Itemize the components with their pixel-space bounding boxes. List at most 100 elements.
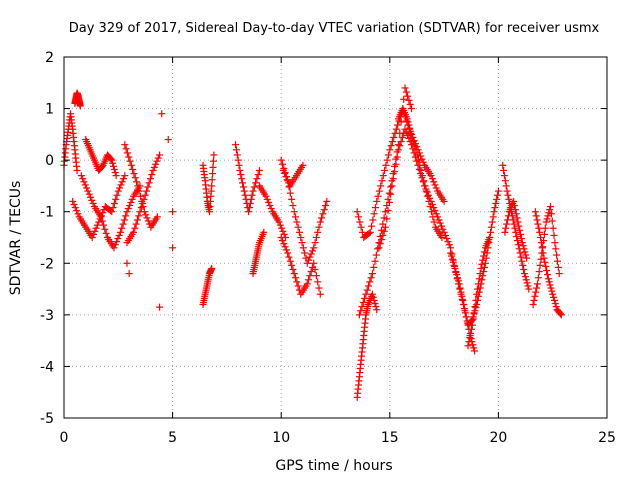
- data-point: [378, 177, 386, 185]
- data-point: [523, 279, 531, 287]
- data-point: [445, 241, 453, 249]
- data-point: [525, 285, 533, 293]
- data-point: [372, 303, 380, 311]
- data-point: [458, 292, 466, 300]
- data-point: [356, 218, 364, 226]
- data-point: [503, 220, 511, 228]
- data-point: [424, 191, 432, 199]
- data-point: [415, 149, 423, 157]
- data-point: [152, 160, 160, 168]
- data-point: [320, 206, 328, 214]
- data-point: [308, 247, 316, 255]
- data-point: [358, 303, 366, 311]
- data-point: [239, 183, 247, 191]
- data-point: [519, 242, 527, 250]
- data-point: [74, 210, 82, 218]
- data-point: [110, 162, 118, 170]
- data-point: [294, 282, 302, 290]
- data-point: [388, 138, 396, 146]
- data-point: [361, 294, 369, 302]
- data-point: [122, 145, 130, 153]
- data-point: [232, 141, 240, 149]
- data-point: [491, 204, 499, 212]
- data-point: [418, 174, 426, 182]
- data-point: [511, 206, 519, 214]
- data-point: [462, 313, 470, 321]
- data-point: [210, 151, 218, 159]
- data-point: [529, 301, 537, 309]
- data-point: [209, 163, 217, 171]
- data-point: [277, 234, 285, 241]
- y-tick-label: -5: [40, 411, 54, 427]
- data-point: [266, 202, 274, 210]
- data-point: [419, 158, 427, 166]
- data-point: [237, 171, 245, 179]
- data-point: [512, 210, 520, 218]
- data-point: [127, 198, 135, 206]
- data-point: [549, 290, 557, 298]
- data-point: [120, 175, 128, 183]
- data-point: [373, 306, 381, 314]
- data-point: [547, 284, 555, 292]
- data-point: [279, 160, 287, 168]
- data-point: [408, 105, 416, 113]
- data-point: [371, 300, 379, 308]
- axis-ticks: [63, 56, 608, 419]
- data-point: [110, 199, 118, 207]
- data-point: [411, 153, 419, 161]
- data-point: [365, 229, 373, 237]
- data-point: [409, 145, 417, 153]
- data-point: [143, 214, 151, 222]
- data-point: [392, 125, 400, 133]
- data-point: [85, 190, 93, 198]
- data-point: [374, 192, 382, 200]
- data-point: [276, 221, 284, 229]
- data-point: [83, 184, 91, 192]
- data-point: [387, 183, 395, 191]
- data-point: [461, 309, 469, 317]
- data-point: [439, 225, 447, 233]
- data-point: [279, 237, 287, 245]
- data-point: [402, 88, 410, 96]
- data-point: [357, 307, 365, 315]
- data-point: [250, 183, 258, 191]
- data-point: [524, 282, 532, 290]
- data-point: [504, 216, 512, 224]
- data-point: [474, 285, 482, 293]
- data-point: [89, 199, 97, 207]
- data-point: [279, 227, 287, 235]
- data-point: [383, 215, 391, 223]
- data-point: [423, 188, 431, 196]
- data-point: [156, 303, 164, 311]
- data-point: [551, 300, 559, 308]
- data-point: [238, 175, 246, 183]
- data-point: [402, 128, 410, 136]
- data-point: [533, 284, 541, 292]
- data-point: [543, 271, 551, 279]
- data-point: [440, 228, 448, 236]
- data-point: [232, 146, 240, 154]
- data-point: [137, 204, 145, 212]
- data-point: [553, 251, 561, 259]
- data-point: [531, 208, 539, 216]
- y-tick-label: -1: [40, 205, 54, 221]
- data-point: [543, 215, 551, 223]
- data-point: [405, 134, 413, 142]
- data-point: [452, 268, 460, 276]
- data-point: [383, 156, 391, 164]
- data-point: [143, 187, 151, 195]
- data-point: [430, 178, 438, 186]
- data-point: [130, 170, 138, 178]
- data-point: [141, 191, 149, 199]
- data-point: [408, 141, 416, 149]
- data-point: [521, 273, 529, 281]
- data-point: [306, 272, 314, 280]
- data-point: [400, 95, 408, 103]
- data-point: [386, 146, 394, 154]
- data-point: [294, 223, 302, 231]
- data-point: [312, 234, 320, 241]
- data-point: [134, 182, 142, 190]
- data-point: [381, 223, 389, 231]
- data-point: [493, 195, 501, 203]
- data-point: [131, 174, 139, 182]
